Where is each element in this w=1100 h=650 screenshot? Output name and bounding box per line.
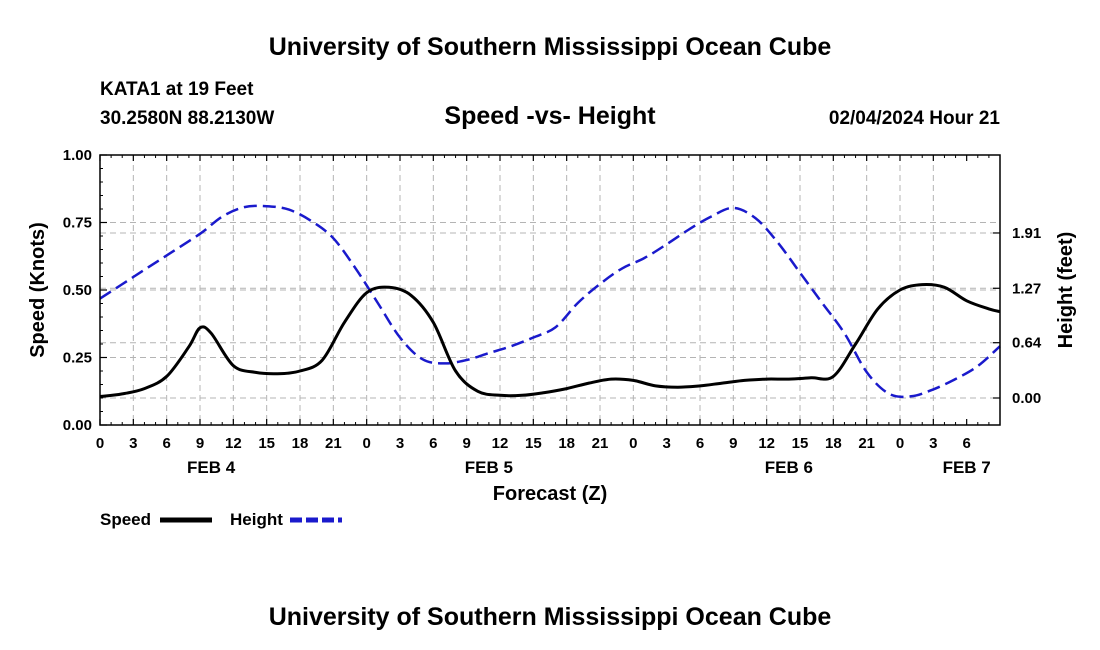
x-tick-label: 12 xyxy=(758,435,775,452)
x-tick-label: 15 xyxy=(258,435,275,452)
x-tick-label: 18 xyxy=(558,435,575,452)
height-series-line xyxy=(99,204,1001,399)
y2-tick-label: 0.00 xyxy=(1012,390,1041,407)
legend: Speed Height xyxy=(100,510,342,529)
x-tick-label: 3 xyxy=(129,435,137,452)
x-tick-label: 3 xyxy=(396,435,404,452)
x-tick-label: 15 xyxy=(792,435,809,452)
legend-height-label: Height xyxy=(230,510,283,529)
date-label: FEB 4 xyxy=(187,458,236,477)
y-tick-label: 0.50 xyxy=(63,282,92,299)
y2-tick-label: 0.64 xyxy=(1012,335,1042,352)
y-tick-label: 1.00 xyxy=(63,147,92,164)
y-axis-label: Speed (Knots) xyxy=(27,222,49,358)
y-tick-label: 0.00 xyxy=(63,417,92,434)
y-tick-label: 0.25 xyxy=(63,350,92,367)
axes: 0 3 6 9 12 15 18 21 0 3 6 9 12 15 18 21 0 3 6 9 12 15 18 21 0 3 6F… xyxy=(63,147,1042,477)
station-name: KATA1 at 19 Feet xyxy=(100,79,254,100)
x-tick-label: 0 xyxy=(362,435,370,452)
station-coords: 30.2580N 88.2130W xyxy=(100,108,274,129)
series-lines xyxy=(99,204,1001,399)
date-label: FEB 5 xyxy=(465,458,513,477)
x-tick-label: 21 xyxy=(325,435,342,452)
legend-speed-label: Speed xyxy=(100,510,151,529)
date-label: FEB 6 xyxy=(765,458,813,477)
speed-series-line xyxy=(99,282,1001,399)
x-tick-label: 0 xyxy=(96,435,104,452)
x-tick-label: 9 xyxy=(729,435,737,452)
x-tick-label: 12 xyxy=(225,435,242,452)
forecast-datetime: 02/04/2024 Hour 21 xyxy=(829,108,1001,129)
x-tick-label: 6 xyxy=(696,435,704,452)
x-tick-label: 3 xyxy=(929,435,937,452)
x-tick-label: 6 xyxy=(162,435,170,452)
date-label: FEB 7 xyxy=(943,458,991,477)
x-tick-label: 21 xyxy=(592,435,609,452)
bottom-title: University of Southern Mississippi Ocean… xyxy=(269,603,832,631)
grid-lines xyxy=(100,155,1000,425)
x-tick-label: 15 xyxy=(525,435,542,452)
x-tick-label: 9 xyxy=(196,435,204,452)
x-tick-label: 6 xyxy=(962,435,970,452)
chart-title: Speed -vs- Height xyxy=(444,102,656,130)
x-tick-label: 18 xyxy=(292,435,309,452)
x-tick-label: 0 xyxy=(896,435,904,452)
x-tick-label: 12 xyxy=(492,435,509,452)
x-tick-label: 0 xyxy=(629,435,637,452)
y2-tick-label: 1.27 xyxy=(1012,280,1041,297)
x-tick-label: 21 xyxy=(858,435,875,452)
y-tick-label: 0.75 xyxy=(63,215,92,232)
y2-tick-label: 1.91 xyxy=(1012,225,1041,242)
x-tick-label: 18 xyxy=(825,435,842,452)
x-axis-label: Forecast (Z) xyxy=(493,483,607,505)
x-tick-label: 6 xyxy=(429,435,437,452)
x-tick-label: 9 xyxy=(462,435,470,452)
x-tick-label: 3 xyxy=(662,435,670,452)
top-title: University of Southern Mississippi Ocean… xyxy=(269,33,832,61)
y2-axis-label: Height (feet) xyxy=(1055,232,1077,349)
